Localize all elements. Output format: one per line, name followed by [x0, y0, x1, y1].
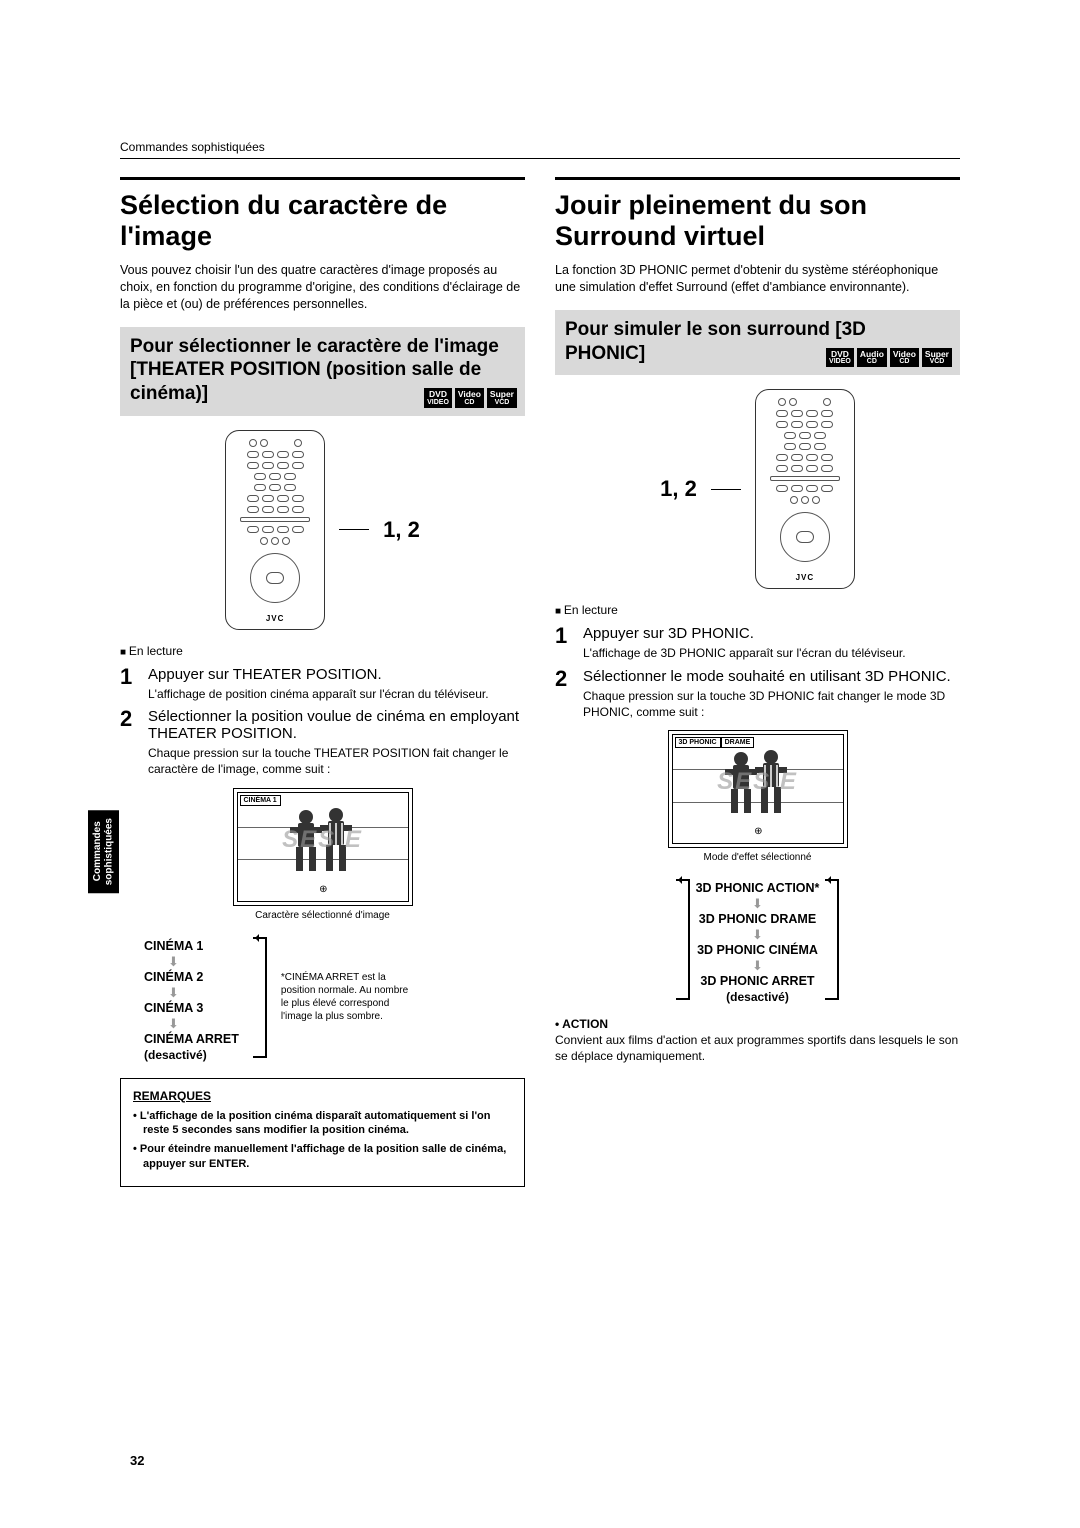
- right-lead: La fonction 3D PHONIC permet d'obtenir d…: [555, 262, 960, 296]
- remote-illustration: JVC: [225, 430, 325, 630]
- remote-brand: JVC: [796, 573, 815, 582]
- left-footnote: *CINÉMA ARRET est la position normale. A…: [281, 971, 411, 1023]
- note-item: L'affichage de la position cinéma dispar…: [143, 1109, 512, 1139]
- cycle-item: CINÉMA 3: [144, 1001, 239, 1015]
- remote-brand: JVC: [266, 614, 285, 623]
- action-text: Convient aux films d'action et aux progr…: [555, 1032, 960, 1064]
- down-arrow-icon: ⬇: [168, 986, 239, 999]
- step-desc: Chaque pression sur la touche 3D PHONIC …: [583, 688, 960, 720]
- side-tab-line2: sophistiquées: [104, 818, 115, 885]
- step-title: Sélectionner la position voulue de ciném…: [148, 708, 525, 742]
- right-step-2: 2 Sélectionner le mode souhaité en utili…: [555, 668, 960, 720]
- watermark: SES E: [717, 768, 798, 796]
- right-reading: En lecture: [555, 603, 960, 617]
- left-grayband: Pour sélectionner le caractère de l'imag…: [120, 327, 525, 416]
- loop-arrow-icon: [676, 879, 690, 1000]
- cycle-item: 3D PHONIC DRAME: [696, 912, 820, 926]
- pointer-line: [339, 529, 369, 530]
- left-cycle: CINÉMA 1 ⬇ CINÉMA 2 ⬇ CINÉMA 3 ⬇ CINÉMA …: [144, 937, 239, 1064]
- left-lead: Vous pouvez choisir l'un des quatre cara…: [120, 262, 525, 313]
- badge-audio-cd: AudioCD: [857, 348, 887, 368]
- pointer-line: [711, 489, 741, 490]
- cycle-item: CINÉMA ARRET: [144, 1032, 239, 1046]
- step-desc: L'affichage de position cinéma apparaît …: [148, 686, 525, 702]
- watermark: SES E: [282, 826, 363, 854]
- left-title: Sélection du caractère de l'image: [120, 190, 525, 252]
- action-label: ACTION: [555, 1016, 960, 1032]
- step-title: Appuyer sur THEATER POSITION.: [148, 666, 525, 683]
- step-desc: L'affichage de 3D PHONIC apparaît sur l'…: [583, 645, 960, 661]
- left-step-2: 2 Sélectionner la position voulue de cin…: [120, 708, 525, 777]
- cycle-sub: (desactivé): [144, 1048, 239, 1062]
- page-number: 32: [130, 1453, 144, 1468]
- loop-arrow-icon: [825, 879, 839, 1000]
- down-arrow-icon: ⬇: [696, 897, 820, 910]
- badge-video-cd: VideoCD: [455, 388, 484, 408]
- cycle-item: 3D PHONIC ACTION*: [696, 881, 820, 895]
- down-arrow-icon: ⬇: [168, 955, 239, 968]
- right-pointer-label: 1, 2: [660, 476, 697, 502]
- side-tab: Commandes sophistiquées: [88, 810, 119, 893]
- step-desc: Chaque pression sur la touche THEATER PO…: [148, 745, 525, 777]
- right-caption: Mode d'effet sélectionné: [555, 852, 960, 863]
- badge-super-vcd: SuperVCD: [487, 388, 517, 408]
- badge-dvd-video: DVDVIDEO: [826, 348, 854, 368]
- notes-heading: REMARQUES: [133, 1089, 512, 1103]
- right-badges: DVDVIDEO AudioCD VideoCD SuperVCD: [826, 348, 952, 368]
- down-arrow-icon: ⬇: [168, 1017, 239, 1030]
- right-step-1: 1 Appuyer sur 3D PHONIC. L'affichage de …: [555, 625, 960, 661]
- loop-arrow-icon: [253, 937, 267, 1058]
- step-number: 2: [555, 668, 575, 720]
- right-cycle: 3D PHONIC ACTION* ⬇ 3D PHONIC DRAME ⬇ 3D…: [696, 879, 820, 1006]
- left-pointer-label: 1, 2: [383, 517, 420, 543]
- right-title: Jouir pleinement du son Surround virtuel: [555, 190, 960, 252]
- step-title: Appuyer sur 3D PHONIC.: [583, 625, 960, 642]
- right-grayband: Pour simuler le son surround [3D PHONIC]…: [555, 310, 960, 376]
- left-column: Sélection du caractère de l'image Vous p…: [120, 177, 525, 1187]
- badge-dvd-video: DVDVIDEO: [424, 388, 452, 408]
- right-column: Jouir pleinement du son Surround virtuel…: [555, 177, 960, 1187]
- ball-icon: ⊕: [754, 826, 762, 837]
- badge-super-vcd: SuperVCD: [922, 348, 952, 368]
- remote-illustration: JVC: [755, 389, 855, 589]
- side-tab-line1: Commandes: [92, 822, 103, 882]
- step-number: 1: [120, 666, 140, 702]
- right-tv: 3D PHONIC DRAME: [668, 730, 848, 848]
- down-arrow-icon: ⬇: [696, 928, 820, 941]
- cycle-sub: (desactivé): [696, 990, 820, 1004]
- cycle-item: CINÉMA 2: [144, 970, 239, 984]
- step-number: 2: [120, 708, 140, 777]
- action-note: ACTION Convient aux films d'action et au…: [555, 1016, 960, 1065]
- breadcrumb: Commandes sophistiquées: [120, 140, 960, 159]
- left-step-1: 1 Appuyer sur THEATER POSITION. L'affich…: [120, 666, 525, 702]
- notes-box: REMARQUES L'affichage de la position cin…: [120, 1078, 525, 1187]
- cycle-item: CINÉMA 1: [144, 939, 239, 953]
- cycle-item: 3D PHONIC CINÉMA: [696, 943, 820, 957]
- step-title: Sélectionner le mode souhaité en utilisa…: [583, 668, 960, 685]
- badge-video-cd: VideoCD: [890, 348, 919, 368]
- left-reading: En lecture: [120, 644, 525, 658]
- note-item: Pour éteindre manuellement l'affichage d…: [143, 1142, 512, 1172]
- left-caption: Caractère sélectionné d'image: [120, 910, 525, 921]
- left-badges: DVDVIDEO VideoCD SuperVCD: [424, 388, 517, 408]
- left-tv: CINÉMA 1 SES E ⊕: [233, 788, 413, 906]
- ball-icon: ⊕: [319, 884, 327, 895]
- step-number: 1: [555, 625, 575, 661]
- down-arrow-icon: ⬇: [696, 959, 820, 972]
- cycle-item: 3D PHONIC ARRET: [696, 974, 820, 988]
